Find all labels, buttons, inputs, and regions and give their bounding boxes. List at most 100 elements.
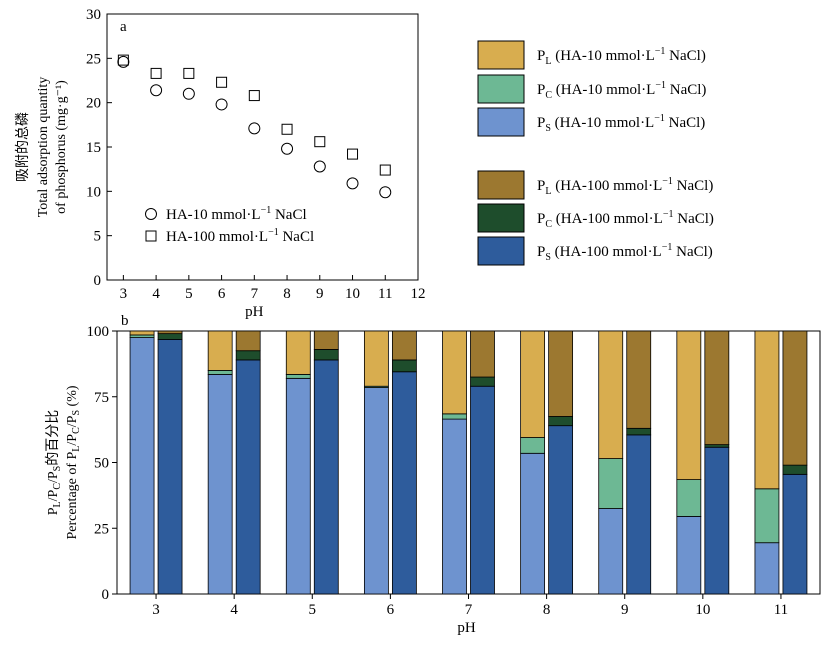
legend-label: PL (HA-10 mmol·L−1 NaCl) — [537, 46, 706, 67]
bar-segment-pc — [207, 370, 233, 375]
legend-label: HA-10 mmol·L−1 NaCl — [166, 205, 307, 223]
x-tick-label: 5 — [309, 602, 317, 618]
bar-segment-pl — [470, 330, 495, 378]
panel-a-tag: a — [120, 19, 127, 35]
x-tick-label: 8 — [543, 602, 551, 618]
bar-segment-pc — [391, 359, 417, 373]
bar-segment-ps — [704, 446, 730, 595]
bar-segment-pl — [704, 330, 730, 446]
legend-label: PL (HA-100 mmol·L−1 NaCl) — [537, 176, 713, 197]
panel-a-legend: HA-10 mmol·L−1 NaCl HA-100 mmol·L−1 NaCl — [145, 205, 314, 245]
legend-label: PC (HA-10 mmol·L−1 NaCl) — [537, 80, 706, 101]
x-tick-label: 7 — [251, 286, 259, 302]
bar-segment-ps — [313, 359, 339, 595]
x-tick-label: 6 — [387, 602, 395, 618]
bar-segment-pl — [626, 330, 652, 429]
x-tick-label: 4 — [152, 286, 160, 302]
bar-segment-ps — [391, 371, 417, 595]
bar-segment-pl — [442, 330, 467, 415]
panel-b-y-label-chinese: PL/PC/PS的百分比 — [45, 410, 63, 516]
bar-segment-pl — [520, 330, 546, 438]
data-point-square — [248, 90, 260, 102]
x-tick-label: 9 — [621, 602, 629, 618]
bar-segment-pc — [235, 350, 261, 361]
bar-segment-pl — [235, 330, 261, 352]
panel-b-y-label-english: Percentage of PL/PC/PS (%) — [65, 385, 82, 539]
data-point-circle — [117, 55, 130, 68]
legend-swatch — [477, 203, 525, 233]
bar-segment-pl — [363, 330, 389, 387]
bar-segment-ps — [626, 434, 652, 595]
data-point-square — [150, 67, 162, 79]
data-point-circle — [313, 160, 326, 173]
panel-b-legend: PL (HA-10 mmol·L−1 NaCl) PC (HA-10 mmol·L… — [477, 40, 714, 266]
legend-label: PS (HA-10 mmol·L−1 NaCl) — [537, 113, 705, 134]
legend-label: HA-100 mmol·L−1 NaCl — [166, 227, 314, 245]
data-point-square — [117, 54, 129, 66]
legend-swatch — [477, 170, 525, 200]
panel-b-ticks: 0 25 50 75 100 3 4 5 6 7 8 9 10 11 — [87, 324, 789, 618]
y-tick-label: 75 — [94, 390, 109, 406]
data-point-square — [347, 148, 359, 160]
bar-segment-ps — [782, 473, 808, 595]
x-tick-label: 12 — [411, 286, 426, 302]
bar-segment-pc — [676, 479, 702, 517]
bar-segment-pl — [313, 330, 339, 350]
data-point-square — [281, 123, 293, 135]
bar-segment-pc — [626, 427, 652, 436]
panel-a-y-label-chinese: 吸附的总磷 — [15, 112, 31, 182]
bar-segment-ps — [676, 516, 702, 595]
bar-segment-pl — [754, 330, 780, 490]
bar-segment-ps — [157, 339, 183, 595]
bar-segment-pc — [754, 488, 780, 544]
legend-circle-marker — [145, 208, 157, 220]
x-tick-label: 11 — [774, 602, 788, 618]
bar-segment-pl — [391, 330, 417, 361]
y-tick-label: 25 — [86, 51, 101, 67]
bar-segment-pc — [470, 376, 495, 387]
x-tick-label: 10 — [695, 602, 710, 618]
bar-segment-pl — [782, 330, 808, 466]
x-tick-label: 4 — [230, 602, 238, 618]
data-point-circle — [248, 122, 261, 135]
panel-b-tag: b — [121, 313, 129, 329]
panel-a-y-label-line-2: of phosphorus (mg·g⁻¹) — [54, 80, 69, 214]
y-tick-label: 0 — [94, 273, 102, 289]
x-tick-label: 11 — [378, 286, 392, 302]
panel-a-x-axis-label: pH — [245, 304, 264, 320]
data-point-circle — [150, 84, 163, 97]
data-point-square — [314, 136, 326, 148]
bar-segment-ps — [129, 337, 155, 595]
legend-swatch — [477, 236, 525, 266]
legend-square-marker — [145, 230, 157, 242]
x-tick-label: 3 — [120, 286, 128, 302]
x-tick-label: 10 — [345, 286, 360, 302]
x-tick-label: 7 — [465, 602, 473, 618]
bar-segment-ps — [520, 452, 546, 595]
bar-segment-pl — [598, 330, 624, 459]
y-tick-label: 10 — [86, 184, 101, 200]
bar-segment-pl — [157, 330, 183, 335]
panel-a-ticks: 3 4 5 6 7 8 9 10 11 12 0 5 10 15 20 25 30 — [86, 7, 426, 302]
x-tick-label: 3 — [152, 602, 160, 618]
panel-a-data-points — [117, 54, 392, 199]
bar-segment-ps — [285, 377, 311, 595]
data-point-square — [379, 164, 391, 176]
bar-segment-pl — [285, 330, 311, 375]
bar-segment-ps — [442, 418, 467, 595]
data-point-circle — [379, 186, 392, 199]
data-point-square — [183, 67, 195, 79]
x-tick-label: 8 — [283, 286, 291, 302]
y-tick-label: 5 — [94, 229, 102, 245]
data-point-circle — [215, 98, 228, 111]
y-tick-label: 50 — [94, 456, 109, 472]
legend-label: PS (HA-100 mmol·L−1 NaCl) — [537, 242, 713, 263]
bar-segment-pc — [598, 458, 624, 509]
bar-segment-ps — [470, 385, 495, 595]
bar-segment-pc — [520, 437, 546, 454]
data-point-circle — [182, 87, 195, 100]
bar-segment-pl — [548, 330, 574, 417]
x-tick-label: 6 — [218, 286, 226, 302]
x-tick-label: 9 — [316, 286, 324, 302]
bar-segment-pl — [129, 330, 155, 336]
